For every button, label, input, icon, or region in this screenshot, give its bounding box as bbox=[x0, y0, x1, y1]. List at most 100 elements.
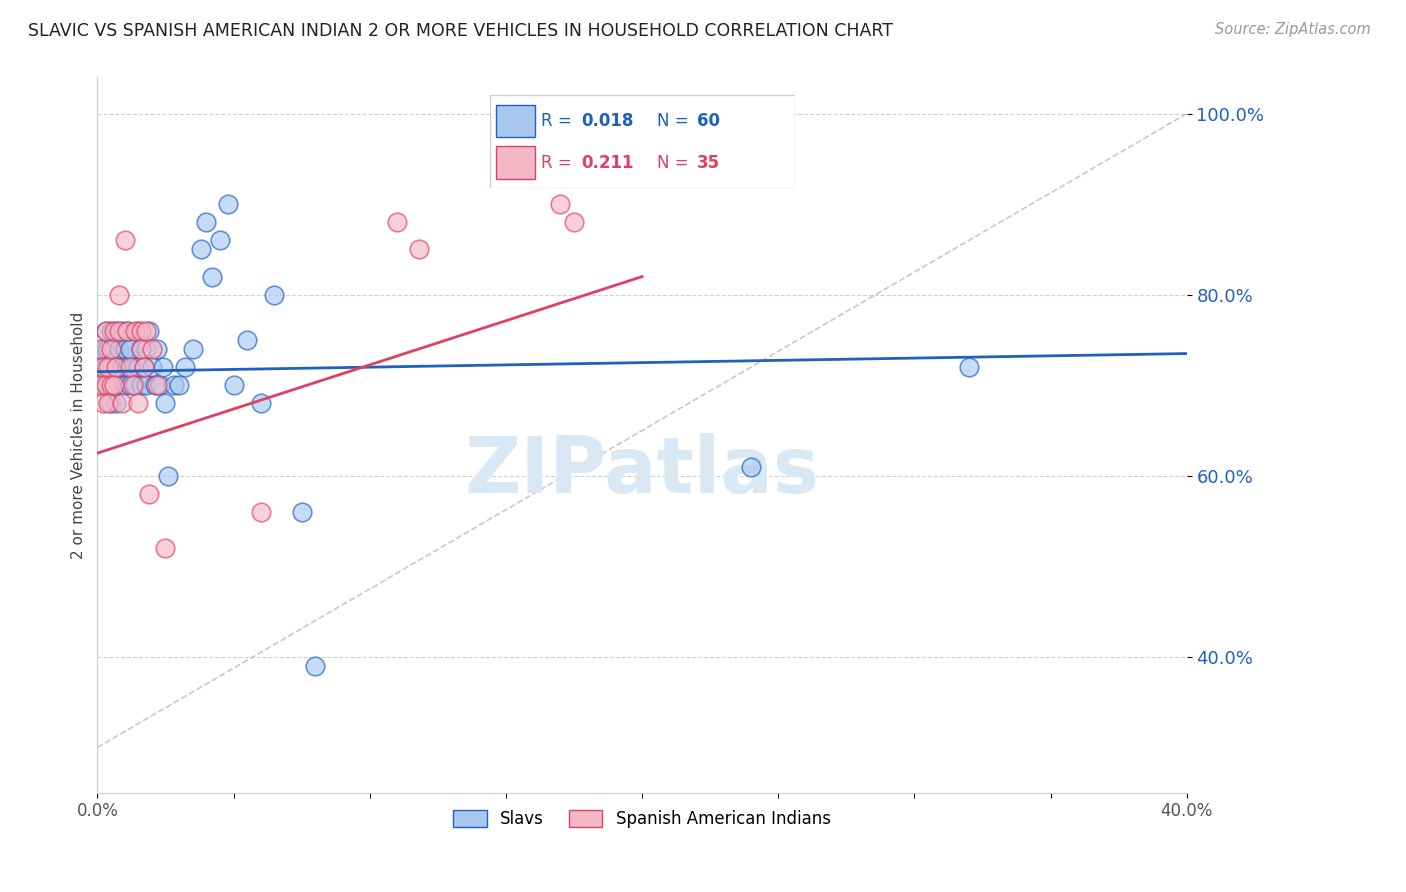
Point bbox=[94, 342, 117, 356]
Point bbox=[97, 396, 120, 410]
Point bbox=[385, 215, 408, 229]
Point bbox=[141, 342, 163, 356]
Point bbox=[100, 360, 122, 375]
Point bbox=[91, 378, 114, 392]
Point bbox=[149, 378, 172, 392]
Point bbox=[162, 378, 184, 392]
Point bbox=[562, 215, 585, 229]
Point bbox=[129, 378, 152, 392]
Point bbox=[173, 360, 195, 375]
Point bbox=[108, 287, 131, 301]
Point bbox=[155, 541, 177, 556]
Point bbox=[263, 287, 285, 301]
Point bbox=[111, 396, 134, 410]
Point bbox=[236, 333, 259, 347]
Point bbox=[291, 505, 314, 519]
Point bbox=[217, 197, 239, 211]
Point bbox=[121, 360, 143, 375]
Point bbox=[132, 360, 155, 375]
Point bbox=[138, 487, 160, 501]
Point bbox=[91, 396, 114, 410]
Point bbox=[105, 324, 128, 338]
Point bbox=[105, 360, 128, 375]
Point bbox=[135, 342, 157, 356]
Point bbox=[138, 324, 160, 338]
Point bbox=[94, 324, 117, 338]
Point bbox=[117, 324, 139, 338]
Point bbox=[91, 342, 114, 356]
Point bbox=[132, 360, 155, 375]
Point bbox=[249, 505, 271, 519]
Point bbox=[124, 378, 146, 392]
Point bbox=[114, 342, 136, 356]
Point bbox=[108, 342, 131, 356]
Point bbox=[127, 324, 149, 338]
Point bbox=[114, 378, 136, 392]
Point bbox=[155, 396, 177, 410]
Point bbox=[105, 396, 128, 410]
Point bbox=[94, 324, 117, 338]
Point bbox=[94, 378, 117, 392]
Point bbox=[100, 324, 122, 338]
Y-axis label: 2 or more Vehicles in Household: 2 or more Vehicles in Household bbox=[72, 311, 86, 558]
Point bbox=[100, 396, 122, 410]
Point bbox=[129, 324, 152, 338]
Point bbox=[141, 360, 163, 375]
Point bbox=[249, 396, 271, 410]
Point bbox=[146, 378, 169, 392]
Point bbox=[97, 378, 120, 392]
Point bbox=[118, 378, 141, 392]
Point bbox=[127, 360, 149, 375]
Point bbox=[105, 360, 128, 375]
Point bbox=[195, 215, 218, 229]
Point bbox=[111, 360, 134, 375]
Point bbox=[129, 342, 152, 356]
Point bbox=[135, 324, 157, 338]
Point bbox=[117, 360, 139, 375]
Point bbox=[190, 243, 212, 257]
Point bbox=[114, 234, 136, 248]
Point bbox=[408, 243, 430, 257]
Point bbox=[143, 378, 166, 392]
Point bbox=[94, 360, 117, 375]
Point bbox=[121, 378, 143, 392]
Point bbox=[103, 324, 125, 338]
Point bbox=[108, 324, 131, 338]
Text: SLAVIC VS SPANISH AMERICAN INDIAN 2 OR MORE VEHICLES IN HOUSEHOLD CORRELATION CH: SLAVIC VS SPANISH AMERICAN INDIAN 2 OR M… bbox=[28, 22, 893, 40]
Point bbox=[117, 324, 139, 338]
Point bbox=[152, 360, 174, 375]
Point bbox=[91, 360, 114, 375]
Point bbox=[97, 360, 120, 375]
Point bbox=[222, 378, 245, 392]
Point bbox=[127, 396, 149, 410]
Point bbox=[103, 342, 125, 356]
Point bbox=[89, 360, 111, 375]
Point bbox=[118, 342, 141, 356]
Point bbox=[208, 234, 231, 248]
Text: Source: ZipAtlas.com: Source: ZipAtlas.com bbox=[1215, 22, 1371, 37]
Text: ZIPatlas: ZIPatlas bbox=[464, 433, 820, 508]
Point bbox=[111, 324, 134, 338]
Point bbox=[103, 378, 125, 392]
Point bbox=[118, 360, 141, 375]
Point bbox=[100, 378, 122, 392]
Point bbox=[157, 468, 180, 483]
Point bbox=[124, 324, 146, 338]
Legend: Slavs, Spanish American Indians: Slavs, Spanish American Indians bbox=[447, 803, 838, 834]
Point bbox=[957, 360, 980, 375]
Point bbox=[201, 269, 224, 284]
Point bbox=[129, 342, 152, 356]
Point bbox=[740, 459, 762, 474]
Point bbox=[550, 197, 572, 211]
Point bbox=[103, 378, 125, 392]
Point bbox=[167, 378, 190, 392]
Point bbox=[97, 342, 120, 356]
Point bbox=[89, 378, 111, 392]
Point bbox=[146, 342, 169, 356]
Point bbox=[89, 342, 111, 356]
Point bbox=[108, 378, 131, 392]
Point bbox=[181, 342, 204, 356]
Point bbox=[304, 659, 326, 673]
Point bbox=[100, 342, 122, 356]
Point bbox=[135, 378, 157, 392]
